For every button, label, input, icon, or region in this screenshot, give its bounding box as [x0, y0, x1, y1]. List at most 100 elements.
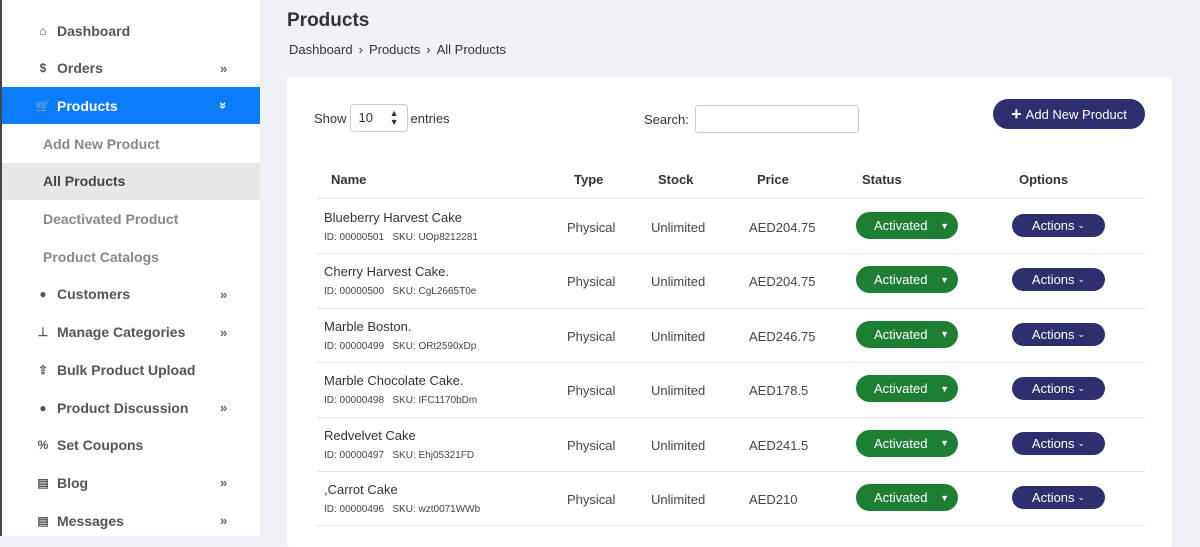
chevron-double-right-icon: » — [220, 400, 228, 415]
breadcrumb-dashboard[interactable]: Dashboard — [289, 42, 353, 57]
actions-label: Actions — [1031, 381, 1075, 397]
chevron-down-icon: ▼ — [940, 438, 949, 449]
chevron-down-icon: ▼ — [940, 220, 949, 231]
sidebar: ⌂ Dashboard $ Orders » 🛒 Products » Add New Prod… — [0, 0, 260, 536]
status-dropdown[interactable]: Activated ▼ — [856, 429, 958, 457]
chevron-down-icon: ⌄ — [1077, 328, 1086, 339]
product-name[interactable]: ,Carrot Cake — [324, 482, 398, 497]
sidebar-item-manage-categories[interactable]: ⊥ Manage Categories » — [2, 314, 260, 351]
cart-icon: 🛒 — [35, 98, 51, 113]
status-dropdown[interactable]: Activated ▼ — [856, 375, 958, 403]
product-id-sku: ID: 00000499 SKU: ORt2590xDp — [324, 340, 477, 352]
sidebar-item-label: Messages — [57, 512, 124, 529]
table-row: Marble Boston. ID: 00000499 SKU: ORt2590… — [287, 308, 1172, 362]
actions-dropdown[interactable]: Actions ⌄ — [1012, 377, 1105, 401]
blog-icon: ▤ — [37, 475, 49, 490]
user-icon: ● — [39, 287, 47, 302]
product-name[interactable]: Cherry Harvest Cake. — [324, 264, 449, 280]
actions-dropdown[interactable]: Actions ⌄ — [1012, 322, 1105, 346]
status-dropdown[interactable]: Activated ▼ — [856, 212, 958, 239]
upload-icon: ⇪ — [37, 362, 49, 377]
search-input[interactable] — [694, 105, 859, 133]
column-header-options[interactable]: Options — [1019, 172, 1069, 187]
sidebar-item-label: Deactivated Product — [43, 211, 179, 227]
sidebar-item-set-coupons[interactable]: % Set Coupons — [2, 427, 260, 464]
breadcrumb-products[interactable]: Products — [368, 42, 421, 57]
actions-dropdown[interactable]: Actions ⌄ — [1012, 486, 1105, 509]
chevron-down-icon: ⌄ — [1077, 437, 1086, 448]
divider — [317, 525, 1145, 527]
chevron-down-icon: ⌄ — [1077, 492, 1086, 502]
sidebar-item-orders[interactable]: $ Orders » — [2, 50, 260, 87]
status-label: Activated — [874, 435, 928, 451]
breadcrumb-separator: › — [426, 42, 431, 57]
actions-dropdown[interactable]: Actions ⌄ — [1012, 214, 1105, 237]
product-name[interactable]: Redvelvet Cake — [324, 427, 416, 443]
actions-label: Actions — [1031, 218, 1075, 233]
sidebar-item-label: Bulk Product Upload — [57, 361, 196, 378]
product-stock: Unlimited — [651, 220, 706, 235]
sidebar-item-deactivated-product[interactable]: Deactivated Product — [2, 201, 260, 238]
sidebar-item-add-new-product[interactable]: Add New Product — [2, 125, 260, 162]
sidebar-item-all-products[interactable]: All Products — [2, 162, 260, 200]
product-id-sku: ID: 00000501 SKU: UOp8212281 — [324, 232, 478, 243]
product-type: Physical — [567, 220, 616, 235]
sidebar-item-label: Product Discussion — [57, 399, 189, 416]
sidebar-item-messages[interactable]: ▤ Messages » — [2, 502, 260, 539]
column-header-price[interactable]: Price — [757, 172, 789, 187]
product-type: Physical — [567, 437, 616, 453]
entries-label: entries — [410, 110, 450, 126]
sidebar-item-label: Blog — [57, 474, 89, 491]
product-price: AED204.75 — [749, 274, 816, 290]
divider — [317, 198, 1145, 199]
breadcrumb-separator: › — [358, 42, 363, 57]
actions-dropdown[interactable]: Actions ⌄ — [1012, 268, 1105, 292]
sidebar-item-product-catalogs[interactable]: Product Catalogs — [2, 238, 260, 275]
page-title: Products — [287, 10, 370, 31]
sidebar-item-label: Product Catalogs — [43, 248, 159, 265]
sidebar-item-label: Dashboard — [57, 22, 131, 39]
updown-icon: ▲ ▼ — [389, 108, 399, 127]
product-price: AED178.5 — [749, 383, 809, 399]
column-header-stock[interactable]: Stock — [658, 172, 694, 187]
add-new-product-button[interactable]: + Add New Product — [993, 99, 1145, 129]
status-label: Activated — [874, 381, 928, 397]
status-dropdown[interactable]: Activated ▼ — [856, 484, 958, 511]
chevron-double-right-icon: » — [220, 513, 228, 529]
product-stock: Unlimited — [651, 437, 706, 453]
sidebar-item-label: Add New Product — [43, 135, 160, 152]
chevron-double-right-icon: » — [220, 60, 228, 76]
status-label: Activated — [874, 272, 928, 288]
status-dropdown[interactable]: Activated ▼ — [856, 266, 958, 294]
sidebar-item-label: All Products — [43, 173, 126, 190]
sidebar-item-products[interactable]: 🛒 Products » — [2, 87, 260, 125]
entries-length: Show 10 ▲ ▼ entries — [314, 104, 450, 132]
entries-select[interactable]: 10 ▲ ▼ — [349, 104, 408, 132]
product-type: Physical — [567, 328, 616, 344]
sidebar-item-label: Orders — [57, 60, 103, 77]
products-card: Show 10 ▲ ▼ entries Search: + Add New Prod… — [287, 77, 1172, 547]
status-label: Activated — [874, 218, 928, 233]
product-name[interactable]: Blueberry Harvest Cake — [324, 210, 462, 225]
column-header-type[interactable]: Type — [574, 172, 604, 187]
entries-value: 10 — [358, 110, 373, 125]
sidebar-item-product-discussion[interactable]: ● Product Discussion » — [2, 389, 260, 426]
status-dropdown[interactable]: Activated ▼ — [856, 320, 958, 348]
product-name[interactable]: Marble Chocolate Cake. — [324, 373, 464, 389]
sidebar-item-blog[interactable]: ▤ Blog » — [2, 464, 260, 501]
product-price: AED246.75 — [749, 328, 816, 344]
sidebar-item-bulk-product-upload[interactable]: ⇪ Bulk Product Upload — [2, 351, 260, 388]
column-header-status[interactable]: Status — [862, 172, 902, 187]
status-label: Activated — [874, 326, 928, 342]
actions-label: Actions — [1031, 435, 1075, 451]
column-header-name[interactable]: Name — [331, 172, 367, 187]
product-stock: Unlimited — [651, 274, 706, 290]
home-icon: ⌂ — [39, 23, 47, 38]
divider — [317, 253, 1145, 255]
actions-dropdown[interactable]: Actions ⌄ — [1012, 431, 1105, 455]
product-id-sku: ID: 00000497 SKU: Ehj05321FD — [324, 449, 475, 461]
sidebar-item-customers[interactable]: ● Customers » — [2, 276, 260, 313]
sidebar-item-dashboard[interactable]: ⌂ Dashboard — [2, 12, 260, 49]
sidebar-item-label: Set Coupons — [57, 437, 144, 454]
product-name[interactable]: Marble Boston. — [324, 318, 412, 334]
